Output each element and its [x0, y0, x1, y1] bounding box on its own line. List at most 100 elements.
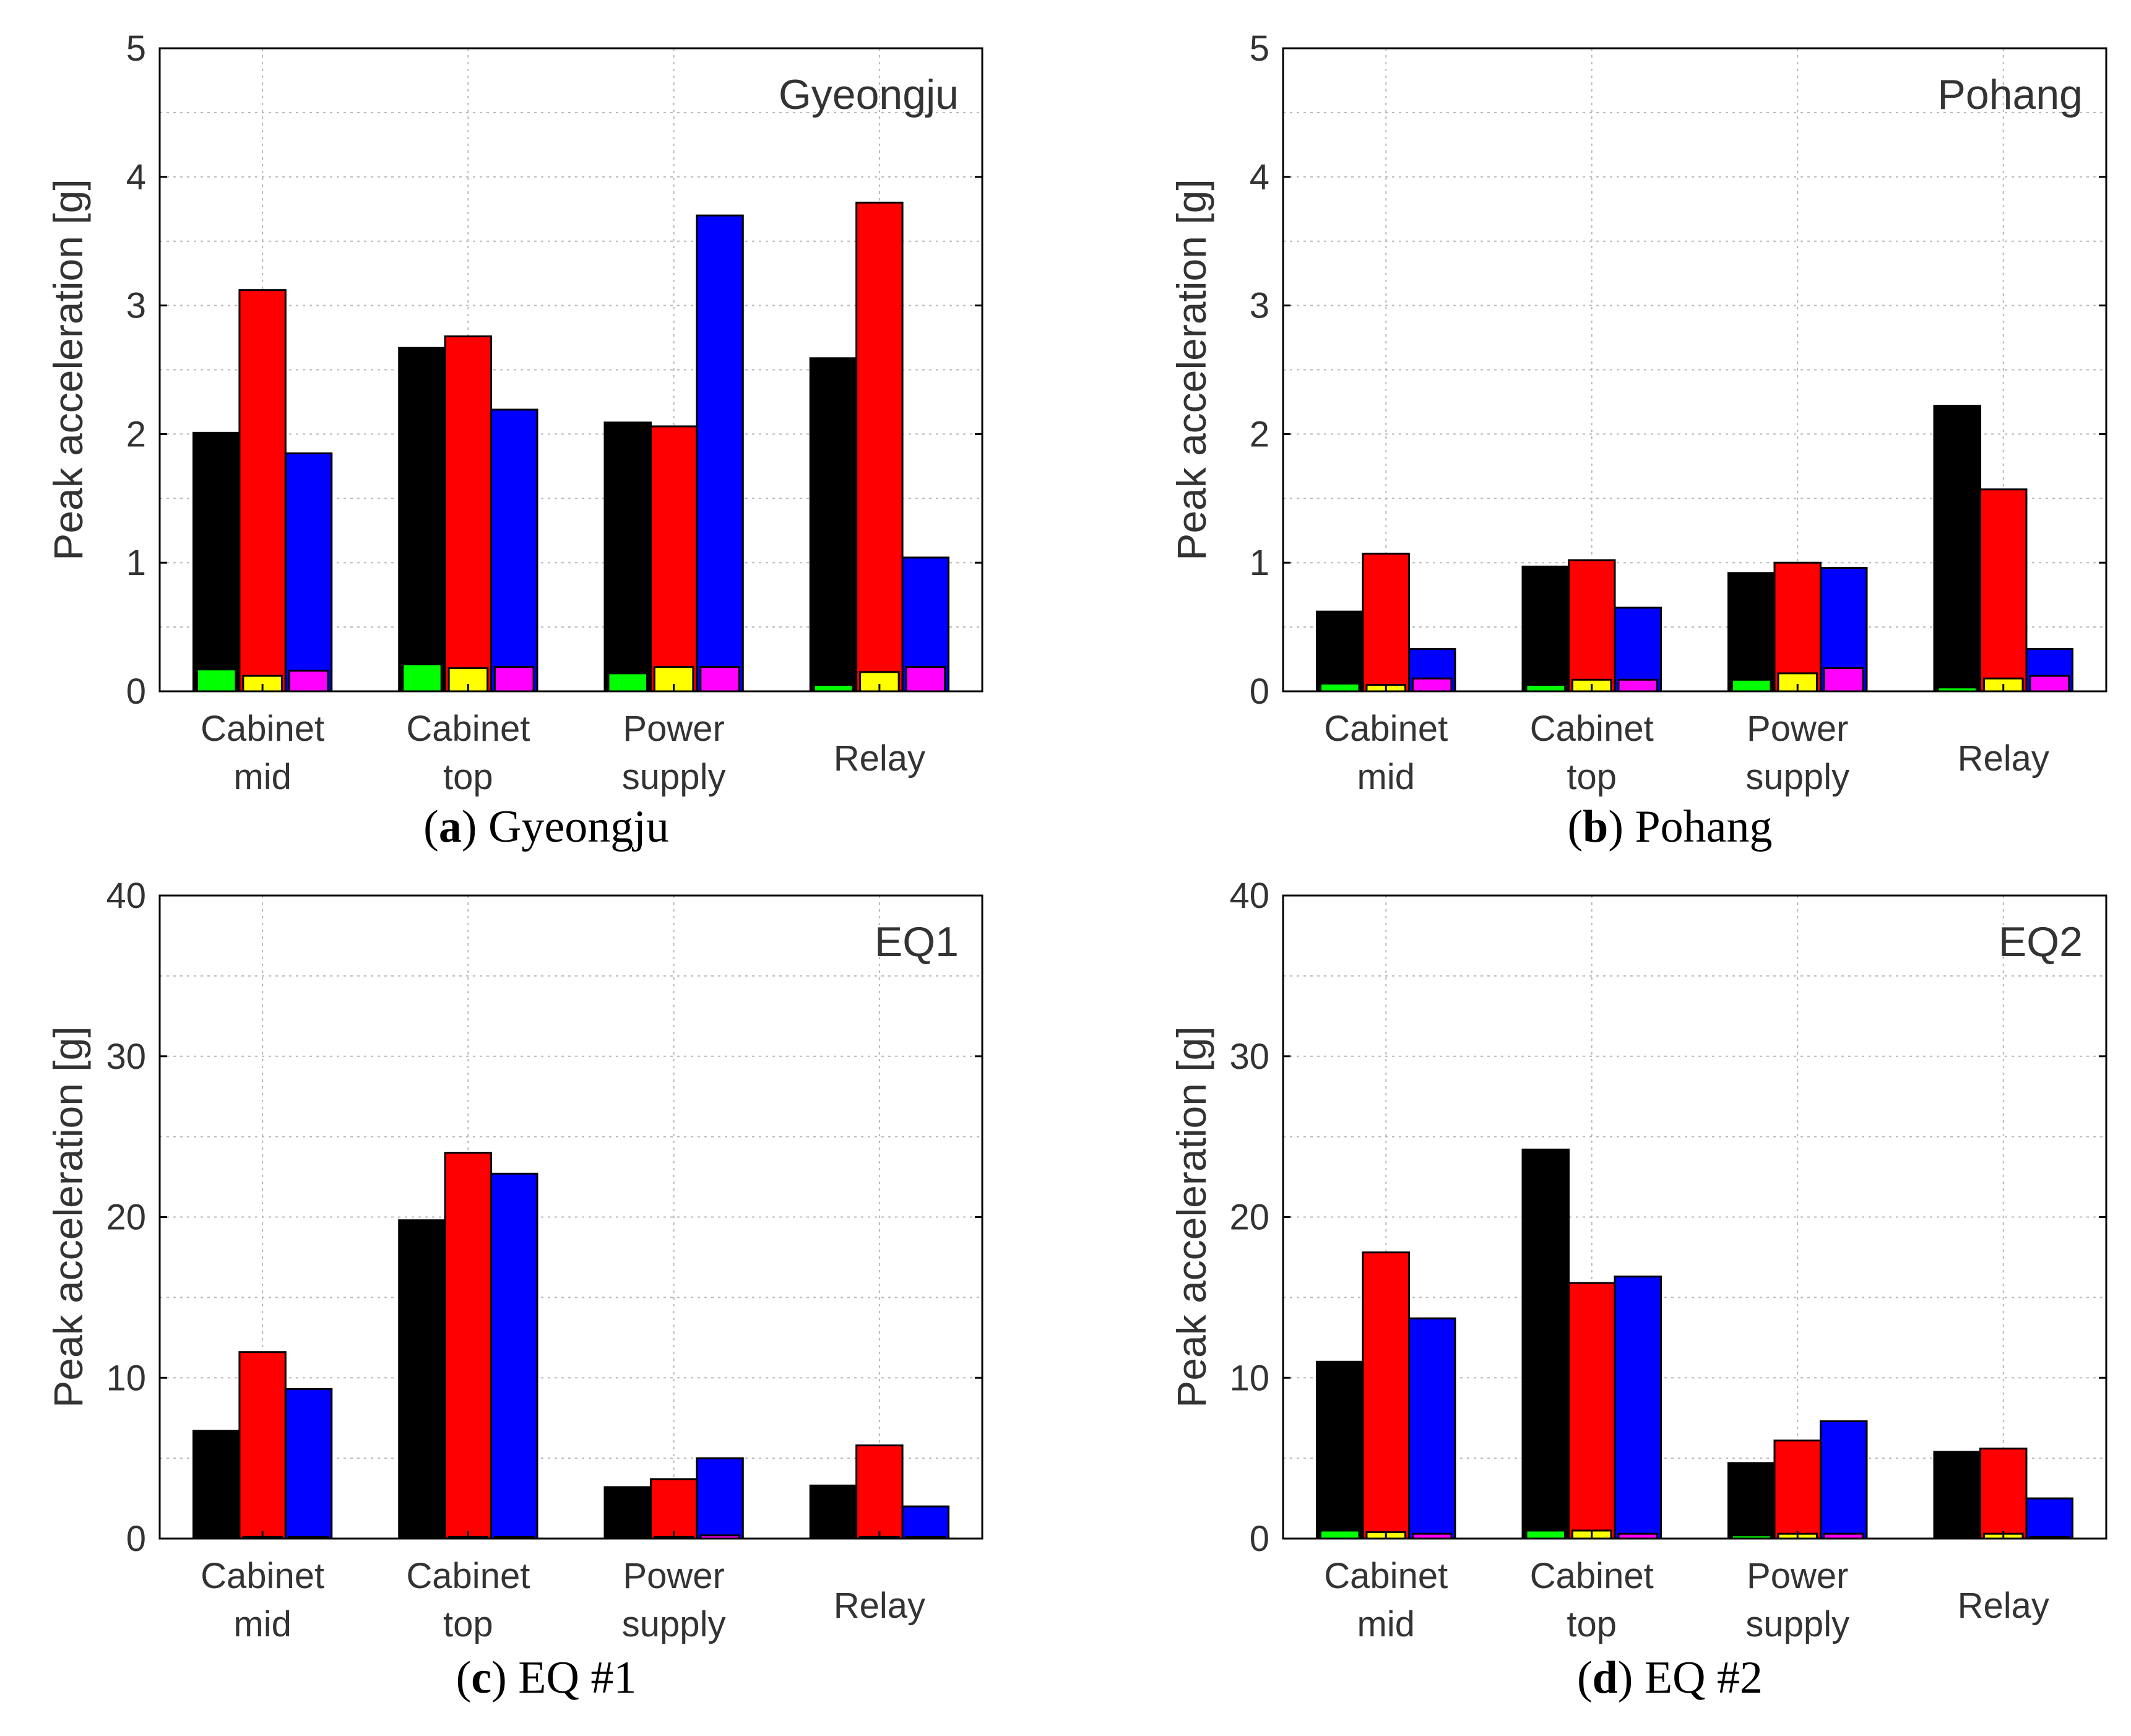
y-tick-label: 10 — [106, 1358, 146, 1398]
y-tick-label: 1 — [1250, 543, 1269, 583]
bar-series-1-3 — [1727, 1462, 1776, 1540]
x-tick-label: Cabinet top — [406, 1556, 530, 1644]
bar-series-3-3 — [696, 1457, 744, 1540]
y-tick-label: 40 — [1229, 876, 1269, 916]
y-tick-label: 3 — [1250, 286, 1269, 326]
y-axis-label: Peak acceleration [g] — [45, 179, 91, 560]
y-tick-label: 20 — [106, 1198, 146, 1238]
bar-series-2-1 — [238, 1351, 287, 1540]
bar-series-2-3 — [1773, 1440, 1822, 1540]
bar-series-1-4 — [809, 357, 858, 693]
bar-series-2-2 — [1568, 1282, 1616, 1540]
panel-caption: (a) Gyeongju — [423, 801, 669, 852]
panel-title: EQ2 — [1999, 918, 2083, 965]
bar-small-series-1-4 — [813, 684, 854, 693]
panel-title: Pohang — [1938, 71, 2083, 118]
y-tick-label: 5 — [1250, 28, 1269, 69]
bar-series-1-4 — [809, 1484, 858, 1540]
bar-small-series-1-2 — [1525, 1529, 1567, 1540]
bar-series-1-1 — [1316, 610, 1364, 693]
y-tick-label: 30 — [106, 1037, 146, 1077]
y-tick-label: 30 — [1229, 1037, 1269, 1077]
bar-small-series-1-1 — [196, 668, 237, 693]
bar-small-series-3-1 — [288, 670, 329, 693]
bar-series-1-2 — [1521, 1148, 1570, 1540]
caption-letter: b — [1583, 801, 1608, 852]
bar-series-1-4 — [1933, 405, 1982, 693]
bar-series-2-4 — [1979, 1448, 2028, 1540]
y-tick-label: 4 — [126, 157, 146, 197]
x-tick-label: Relay — [1958, 738, 2049, 779]
y-tick-label: 0 — [1250, 672, 1269, 712]
y-axis-label: Peak acceleration [g] — [1169, 1026, 1214, 1407]
bar-series-2-1 — [238, 289, 287, 693]
caption-letter: a — [439, 801, 462, 852]
panel-title: Gyeongju — [779, 71, 959, 118]
x-tick-label: Cabinet top — [1530, 1556, 1654, 1644]
bar-series-1-3 — [603, 1486, 652, 1540]
bar-series-3-2 — [490, 1172, 538, 1540]
bar-small-series-1-2 — [402, 663, 443, 693]
bar-series-1-4 — [1933, 1451, 1982, 1540]
x-tick-label: Relay — [834, 1586, 925, 1626]
y-tick-label: 20 — [1229, 1198, 1269, 1238]
bar-small-series-3-4 — [905, 666, 946, 693]
caption-text: Pohang — [1635, 801, 1772, 852]
bar-series-1-2 — [398, 347, 446, 693]
bar-small-series-3-1 — [1411, 677, 1453, 693]
bar-series-1-1 — [192, 431, 241, 693]
x-tick-label: Power supply — [1745, 709, 1849, 797]
y-tick-label: 0 — [126, 1519, 146, 1559]
caption-text: EQ #1 — [518, 1652, 636, 1703]
bar-series-3-1 — [284, 1388, 333, 1540]
bar-series-3-1 — [1407, 1317, 1456, 1540]
bar-series-2-2 — [444, 1152, 493, 1540]
chart-panel-a: 0 1 2 3 4 5 Cabinet mid Cabinet top Power supply Rel… — [45, 28, 983, 852]
bar-series-3-3 — [1819, 1420, 1868, 1540]
caption-letter: c — [471, 1652, 491, 1703]
caption-text: EQ #2 — [1645, 1652, 1763, 1703]
bar-series-2-3 — [649, 1478, 698, 1540]
y-axis-label: Peak acceleration [g] — [1169, 179, 1214, 560]
bar-small-series-1-1 — [1319, 1529, 1360, 1540]
bar-series-2-1 — [1362, 553, 1410, 693]
bar-series-1-2 — [1521, 565, 1570, 693]
bar-series-2-4 — [855, 201, 904, 693]
x-tick-label: Cabinet mid — [201, 1556, 324, 1644]
plot-frame — [158, 47, 983, 693]
plot-frame — [1282, 47, 2107, 693]
bar-series-1-2 — [398, 1219, 446, 1540]
y-tick-label: 4 — [1250, 157, 1269, 197]
bar-series-3-3 — [696, 214, 744, 693]
x-tick-label: Power supply — [1745, 1556, 1849, 1644]
y-tick-label: 2 — [1250, 414, 1269, 454]
bar-series-2-2 — [444, 335, 493, 693]
x-tick-label: Power supply — [622, 709, 726, 797]
chart-panel-b: 0 1 2 3 4 5 Cabinet mid Cabinet top Power supply Rel… — [1169, 28, 2107, 852]
x-tick-label: Cabinet mid — [1324, 709, 1448, 797]
bar-series-2-3 — [1773, 561, 1822, 693]
x-tick-label: Relay — [1958, 1586, 2049, 1626]
bar-small-series-1-3 — [1731, 678, 1772, 693]
panel-caption: (b) Pohang — [1568, 801, 1773, 852]
x-tick-label: Relay — [834, 738, 925, 779]
chart-panel-d: 0 10 20 30 40 Cabinet mid Cabinet top Power supply… — [1169, 876, 2107, 1703]
caption-letter: d — [1593, 1652, 1618, 1703]
bar-series-3-2 — [1614, 1276, 1662, 1540]
bar-series-3-2 — [1614, 607, 1662, 693]
y-tick-label: 5 — [126, 28, 146, 69]
bar-series-2-1 — [1362, 1251, 1410, 1540]
bar-series-2-3 — [649, 425, 698, 693]
y-tick-label: 2 — [126, 414, 146, 454]
chart-panel-c: 0 10 20 30 40 Cabinet mid Cabinet top Power supply… — [45, 876, 983, 1703]
bar-series-2-2 — [1568, 559, 1616, 693]
bar-small-series-1-1 — [1319, 683, 1360, 693]
y-axis-label: Peak acceleration [g] — [45, 1026, 91, 1407]
x-tick-label: Cabinet mid — [201, 709, 324, 797]
y-tick-label: 40 — [106, 876, 146, 916]
bar-series-2-4 — [1979, 488, 2028, 693]
y-tick-label: 0 — [126, 672, 146, 712]
panel-caption: (d) EQ #2 — [1577, 1652, 1763, 1703]
panel-title: EQ1 — [875, 918, 959, 965]
